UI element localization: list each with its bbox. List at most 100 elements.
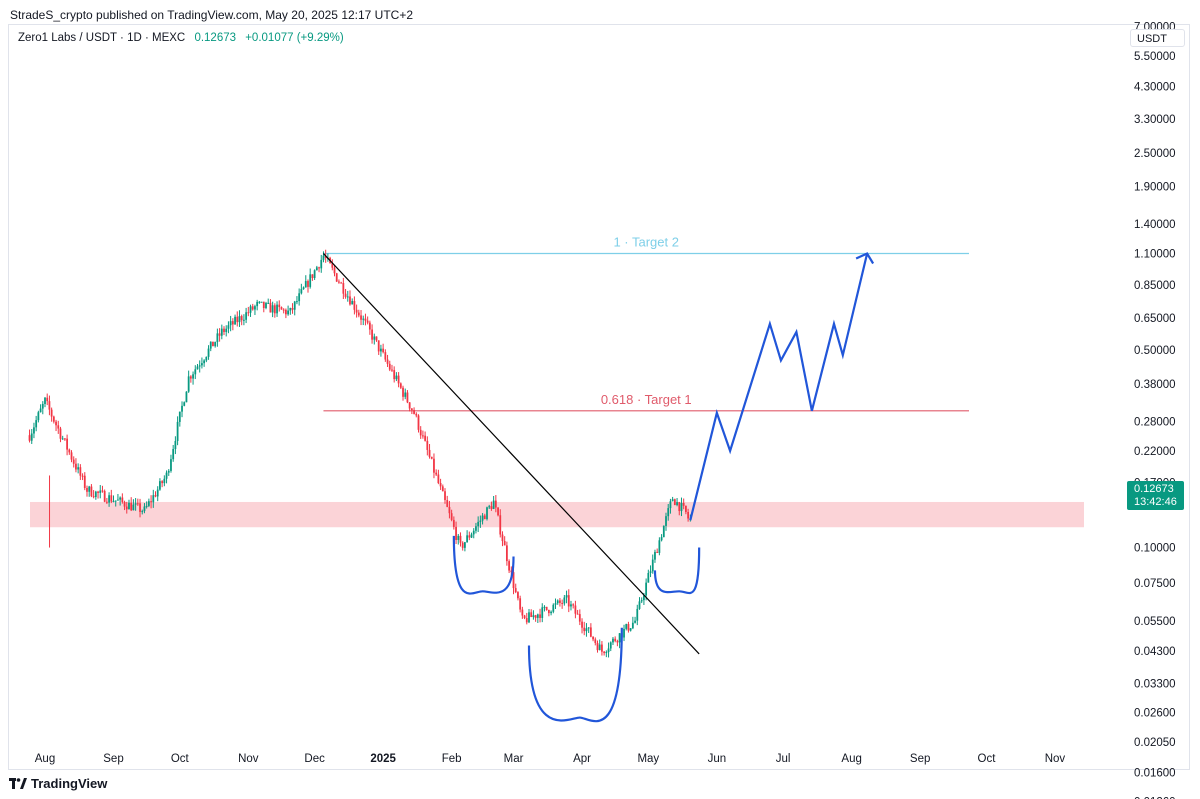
candle-body bbox=[408, 402, 411, 409]
candle-body bbox=[291, 308, 294, 310]
candle-body bbox=[534, 615, 537, 618]
candle-body bbox=[581, 621, 583, 628]
candle-body bbox=[61, 438, 64, 440]
candle-body bbox=[304, 281, 307, 288]
candle-body bbox=[530, 612, 533, 618]
candle-body bbox=[315, 267, 318, 271]
candle-body bbox=[342, 283, 345, 294]
candle-body bbox=[278, 304, 281, 308]
candle-body bbox=[437, 474, 440, 484]
x-tick-label: Feb bbox=[442, 753, 462, 765]
candle-body bbox=[205, 356, 208, 361]
candle-body bbox=[651, 559, 654, 572]
candle-body bbox=[592, 636, 594, 640]
candle-body bbox=[614, 638, 617, 642]
candle-body bbox=[110, 495, 113, 502]
candle-body bbox=[589, 627, 592, 637]
candle-body bbox=[37, 412, 40, 421]
candle-body bbox=[404, 392, 407, 397]
candle-body bbox=[39, 408, 42, 413]
candle-body bbox=[353, 301, 356, 310]
candle-body bbox=[605, 652, 608, 654]
y-tick-label: 0.65000 bbox=[1134, 313, 1176, 325]
candle-body bbox=[216, 333, 219, 343]
candle-body bbox=[196, 366, 199, 370]
candle-body bbox=[424, 435, 427, 441]
x-tick-label: Aug bbox=[841, 753, 861, 765]
candle-body bbox=[194, 369, 197, 375]
x-tick-label: Apr bbox=[573, 753, 591, 765]
candle-body bbox=[658, 540, 661, 553]
candle-body bbox=[52, 416, 55, 422]
candle-body bbox=[585, 628, 588, 632]
candle-body bbox=[406, 392, 409, 403]
candle-body bbox=[282, 309, 285, 311]
candle-body bbox=[486, 507, 488, 520]
candle-body bbox=[512, 572, 515, 589]
candle-body bbox=[30, 433, 33, 441]
candle-body bbox=[349, 296, 351, 305]
candle-body bbox=[669, 501, 672, 509]
y-tick-label: 0.38000 bbox=[1134, 379, 1176, 391]
candle-body bbox=[680, 503, 683, 512]
candle-body bbox=[505, 545, 508, 562]
candle-body bbox=[189, 376, 192, 379]
candle-body bbox=[355, 309, 358, 313]
candle-body bbox=[234, 316, 236, 325]
x-tick-label: Jul bbox=[776, 753, 791, 765]
candle-body bbox=[640, 600, 643, 602]
candle-body bbox=[309, 274, 312, 287]
candle-body bbox=[528, 612, 530, 623]
x-tick-label: Oct bbox=[171, 753, 190, 765]
candle-body bbox=[391, 369, 393, 371]
candle-body bbox=[662, 525, 665, 538]
candle-body bbox=[371, 329, 373, 340]
candle-body bbox=[238, 316, 241, 323]
candle-body bbox=[360, 315, 362, 320]
candle-body bbox=[556, 600, 559, 604]
candle-body bbox=[439, 483, 442, 487]
candle-body bbox=[395, 375, 398, 380]
y-tick-label: 0.03300 bbox=[1134, 679, 1176, 691]
candle-body bbox=[375, 336, 378, 341]
candle-body bbox=[656, 551, 659, 553]
tradingview-logo[interactable]: TradingView bbox=[9, 776, 107, 791]
candle-body bbox=[130, 502, 133, 511]
candle-body bbox=[490, 506, 493, 509]
candle-body bbox=[570, 604, 572, 607]
x-tick-label: Nov bbox=[238, 753, 259, 765]
candle-body bbox=[70, 452, 73, 460]
candle-body bbox=[514, 588, 517, 593]
candle-body bbox=[368, 322, 371, 330]
candle-body bbox=[187, 376, 190, 392]
y-tick-label: 1.40000 bbox=[1134, 219, 1176, 231]
base-curve bbox=[527, 627, 623, 723]
candle-body bbox=[629, 628, 632, 631]
candle-body bbox=[236, 316, 239, 323]
candle-body bbox=[324, 255, 327, 259]
candle-body bbox=[430, 456, 433, 459]
currency-axis-button[interactable]: USDT bbox=[1130, 29, 1185, 47]
candle-body bbox=[450, 513, 453, 520]
candle-body bbox=[145, 505, 148, 507]
candle-body bbox=[448, 506, 451, 514]
candle-body bbox=[477, 521, 480, 527]
candle-body bbox=[247, 312, 250, 314]
candle-body bbox=[344, 293, 347, 297]
candle-body bbox=[488, 506, 491, 508]
symbol-label: Zero1 Labs / USDT · 1D · MEXC bbox=[18, 32, 186, 44]
candle-body bbox=[539, 614, 541, 618]
candle-body bbox=[685, 505, 687, 513]
chart-frame bbox=[8, 24, 1190, 770]
candle-body bbox=[165, 472, 168, 479]
x-tick-label: Nov bbox=[1045, 753, 1066, 765]
symbol-legend[interactable]: Zero1 Labs / USDT · 1D · MEXC 0.12673 +0… bbox=[18, 32, 344, 44]
candle-body bbox=[212, 341, 214, 347]
symbol-price: 0.12673 bbox=[194, 32, 237, 44]
x-tick-label: May bbox=[637, 753, 659, 765]
candle-body bbox=[79, 467, 82, 476]
candle-body bbox=[284, 309, 287, 315]
candle-body bbox=[536, 614, 539, 618]
candle-body bbox=[50, 409, 53, 417]
